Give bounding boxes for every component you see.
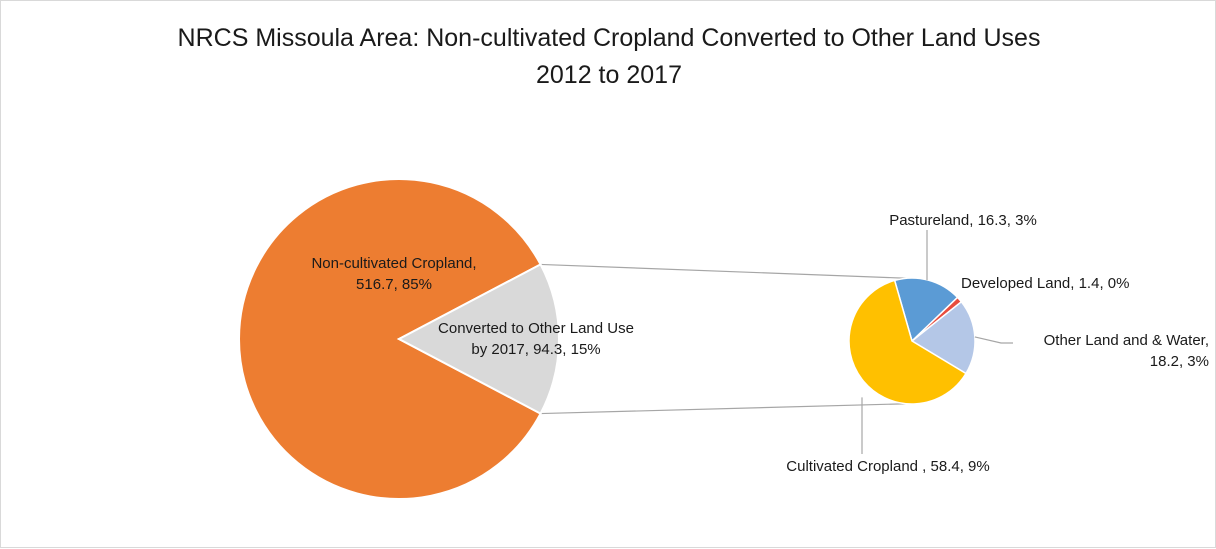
label-converted-to-other-land-use-by-2017-line-1: Converted to Other Land Use [438,320,634,337]
label-non-cultivated-cropland-line-2: 516.7, 85% [356,276,432,293]
label-other-land-and-water: Other Land and & Water, 18.2, 3% [1044,332,1209,370]
chart-title-line-2: 2012 to 2017 [536,61,682,89]
main-pie [239,179,559,499]
label-cultivated-cropland: Cultivated Cropland , 58.4, 9% [786,458,989,475]
label-pastureland: Pastureland, 16.3, 3% [889,212,1037,229]
leader-line-other-land-and-water [975,337,1013,343]
connector-line-top [541,264,907,278]
label-cultivated-cropland-line-1: Cultivated Cropland , 58.4, 9% [786,458,989,475]
connector-line-bottom [541,404,907,414]
chart-title-line-1: NRCS Missoula Area: Non-cultivated Cropl… [178,24,1041,52]
secondary-pie [849,278,975,404]
label-pastureland-line-1: Pastureland, 16.3, 3% [889,212,1037,229]
label-other-land-and-water-line-1: Other Land and & Water, [1044,332,1209,349]
label-converted-to-other-land-use-by-2017-line-2: by 2017, 94.3, 15% [471,341,600,358]
label-other-land-and-water-line-2: 18.2, 3% [1150,353,1209,370]
label-non-cultivated-cropland-line-1: Non-cultivated Cropland, [311,255,476,272]
label-developed-land-line-1: Developed Land, 1.4, 0% [961,275,1129,292]
label-developed-land: Developed Land, 1.4, 0% [961,275,1129,292]
